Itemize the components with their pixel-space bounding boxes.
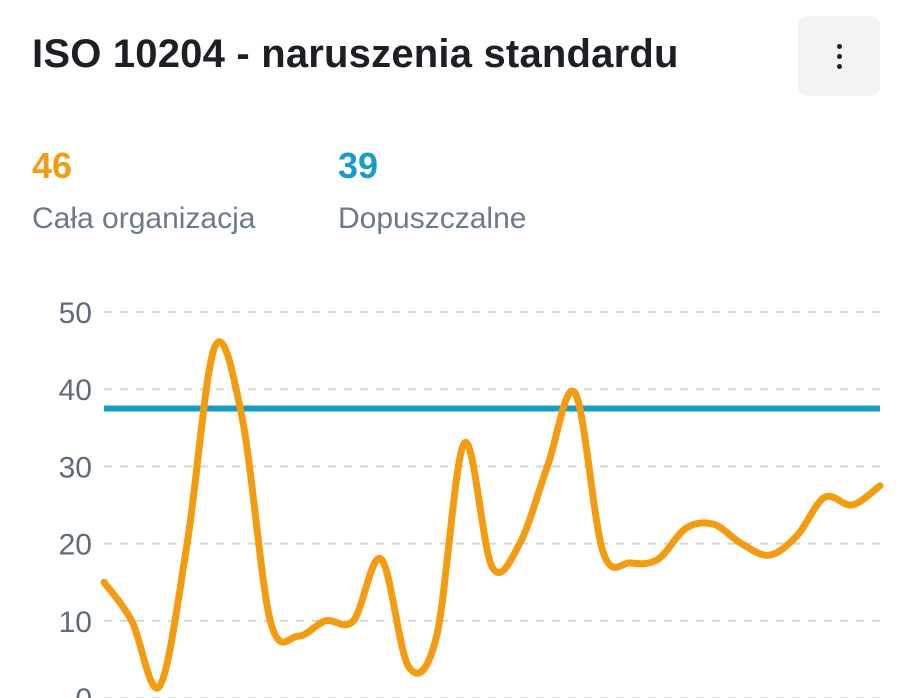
stat-acceptable-label: Dopuszczalne bbox=[338, 202, 527, 235]
more-options-button[interactable] bbox=[798, 16, 880, 96]
line-chart: 0 10 20 30 40 50 bbox=[59, 297, 884, 698]
stat-organization-label: Cała organizacja bbox=[32, 202, 256, 235]
y-tick-label: 30 bbox=[59, 451, 92, 484]
more-vertical-icon bbox=[836, 43, 842, 69]
stat-acceptable: 39 Dopuszczalne bbox=[338, 144, 526, 236]
stat-acceptable-value: 39 bbox=[338, 145, 379, 186]
stat-organization: 46 Cała organizacja bbox=[32, 144, 255, 236]
y-tick-label: 0 bbox=[75, 683, 92, 698]
y-tick-label: 20 bbox=[59, 529, 92, 562]
series-line bbox=[100, 338, 884, 692]
y-tick-label: 10 bbox=[59, 606, 92, 639]
stat-organization-value: 46 bbox=[32, 145, 73, 186]
y-tick-label: 50 bbox=[59, 297, 92, 330]
y-tick-label: 40 bbox=[59, 374, 92, 407]
card-title: ISO 10204 - naruszenia standardu bbox=[32, 32, 679, 76]
